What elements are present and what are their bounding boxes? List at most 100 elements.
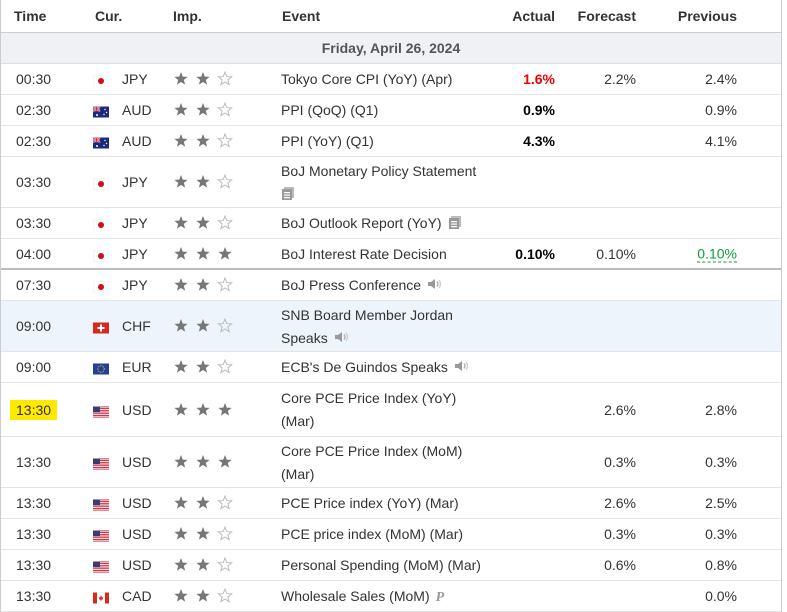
row-currency: CHF (122, 318, 151, 334)
row-time: 13:30 (16, 454, 52, 470)
header-event[interactable]: Event (282, 8, 321, 24)
row-time: 09:00 (16, 318, 52, 334)
event-link[interactable]: Core PCE Price Index (MoM) (Mar) (281, 440, 501, 486)
row-time: 02:30 (16, 102, 52, 118)
us-flag-icon (93, 498, 109, 511)
table-row[interactable]: 02:30 AUD PPI (YoY) (Q1) 4.3% 4.1% (1, 126, 781, 157)
event-title-line: PCE Price index (YoY) (Mar) (281, 495, 459, 511)
event-link[interactable]: Personal Spending (MoM) (Mar) (281, 554, 501, 577)
table-row[interactable]: 00:30 JPY Tokyo Core CPI (YoY) (Apr) 1.6% 2.… (1, 64, 781, 95)
row-previous-value: 0.8% (705, 557, 737, 573)
table-row[interactable]: 13:30 USD Core PCE Price Index (YoY) (Mar) 2… (1, 383, 781, 437)
row-actual-value: 0.9% (523, 102, 555, 118)
table-row[interactable]: 02:30 AUD PPI (QoQ) (Q1) 0.9% 0.9% (1, 95, 781, 126)
event-title-line: SNB Board Member Jordan (281, 307, 453, 323)
event-title-line: ECB's De Guindos Speaks (281, 359, 448, 375)
table-header: Time Cur. Imp. Event Actual Forecast Pre… (1, 0, 781, 33)
importance-stars-icon (172, 402, 236, 418)
table-row[interactable]: 03:30 JPY BoJ Outlook Report (YoY) (1, 208, 781, 239)
row-forecast-value: 0.10% (596, 245, 636, 262)
row-time: 03:30 (16, 174, 52, 190)
event-title-line: BoJ Press Conference (281, 277, 422, 293)
row-currency: USD (122, 526, 152, 542)
event-link[interactable]: Core PCE Price Index (YoY) (Mar) (281, 387, 501, 433)
event-link[interactable]: Wholesale Sales (MoM) P (281, 585, 501, 609)
row-currency: AUD (122, 133, 152, 149)
row-previous-value: 0.9% (705, 102, 737, 118)
row-forecast-value: 2.6% (604, 401, 636, 418)
event-link[interactable]: SNB Board Member Jordan Speaks (281, 304, 501, 351)
row-forecast-value: 0.3% (604, 454, 636, 470)
header-currency[interactable]: Cur. (95, 8, 123, 24)
table-row[interactable]: 03:30 JPY BoJ Monetary Policy Statement (1, 157, 781, 208)
table-row[interactable]: 09:00 EUR ECB's De Guindos Speaks (1, 352, 781, 383)
table-row[interactable]: 13:30 USD PCE price index (MoM) (Mar) 0.3% 0… (1, 519, 781, 550)
row-currency: EUR (122, 359, 152, 375)
importance-stars-icon (172, 494, 236, 511)
event-link[interactable]: BoJ Monetary Policy Statement (281, 160, 501, 207)
event-link[interactable]: PPI (QoQ) (Q1) (281, 99, 501, 122)
table-row[interactable]: 13:30 USD Personal Spending (MoM) (Mar) 0.6… (1, 550, 781, 581)
event-title-line: BoJ Interest Rate Decision (281, 246, 447, 262)
au-flag-icon (92, 105, 109, 118)
importance-stars-icon (172, 70, 236, 87)
row-previous-value: 0.3% (705, 454, 737, 470)
header-forecast[interactable]: Forecast (577, 8, 636, 24)
event-link[interactable]: BoJ Interest Rate Decision (281, 243, 501, 266)
header-time[interactable]: Time (14, 8, 47, 24)
event-link[interactable]: BoJ Press Conference (281, 274, 501, 298)
importance-stars-icon (172, 101, 236, 118)
document-icon (281, 184, 295, 207)
row-currency: USD (122, 495, 152, 511)
table-row[interactable]: 13:30 USD PCE Price index (YoY) (Mar) 2.6% 2… (1, 488, 781, 519)
event-link[interactable]: ECB's De Guindos Speaks (281, 356, 501, 380)
speaker-icon (454, 357, 470, 380)
row-currency: AUD (122, 102, 152, 118)
row-forecast-value: 0.6% (604, 557, 636, 573)
event-link[interactable]: PCE Price index (YoY) (Mar) (281, 492, 501, 515)
speaker-icon (427, 275, 443, 298)
row-previous-value: 0.10% (697, 245, 737, 262)
event-title-line: Core PCE Price Index (YoY) (281, 390, 457, 406)
jp-flag-icon (92, 218, 110, 231)
header-previous[interactable]: Previous (677, 8, 737, 24)
jp-flag-icon (92, 248, 110, 262)
event-link[interactable]: PCE price index (MoM) (Mar) (281, 523, 501, 546)
row-time: 07:30 (16, 277, 52, 293)
event-title-line: Core PCE Price Index (MoM) (281, 443, 463, 459)
row-time: 09:00 (16, 359, 52, 375)
row-previous-value: 2.5% (705, 495, 737, 511)
row-time: 13:30 (16, 588, 52, 604)
event-link[interactable]: BoJ Outlook Report (YoY) (281, 212, 501, 236)
table-row[interactable]: 13:30 CAD Wholesale Sales (MoM) P 0.0% (1, 581, 781, 612)
importance-stars-icon (172, 276, 236, 293)
row-currency: JPY (122, 277, 148, 293)
event-title-line: BoJ Monetary Policy Statement (281, 163, 477, 179)
event-link[interactable]: Tokyo Core CPI (YoY) (Apr) (281, 68, 501, 91)
event-title-line: Wholesale Sales (MoM) (281, 588, 430, 604)
event-title-line: (Mar) (281, 413, 315, 429)
table-row[interactable]: 04:00 JPY BoJ Interest Rate Decision 0.10% 0… (1, 239, 781, 270)
table-row[interactable]: 13:30 USD Core PCE Price Index (MoM) (Mar) 0… (1, 437, 781, 488)
row-previous-value: 4.1% (705, 133, 737, 149)
event-rows: 00:30 JPY Tokyo Core CPI (YoY) (Apr) 1.6% 2.… (1, 64, 781, 612)
row-actual-value: 4.3% (523, 133, 555, 149)
row-time: 03:30 (16, 215, 52, 231)
us-flag-icon (93, 404, 109, 417)
table-row[interactable]: 07:30 JPY BoJ Press Conference (1, 270, 781, 301)
row-time: 13:30 (10, 399, 58, 420)
row-actual-value: 1.6% (523, 71, 555, 87)
row-currency: CAD (122, 588, 152, 604)
jp-flag-icon (92, 74, 110, 87)
importance-stars-icon (172, 587, 236, 604)
speaker-icon (334, 328, 350, 351)
row-time: 00:30 (16, 71, 52, 87)
event-title-line: PPI (QoQ) (Q1) (281, 102, 379, 118)
event-link[interactable]: PPI (YoY) (Q1) (281, 130, 501, 153)
importance-stars-icon (172, 556, 236, 573)
header-actual[interactable]: Actual (512, 8, 555, 24)
table-row[interactable]: 09:00 CHF SNB Board Member Jordan Speaks (1, 301, 781, 352)
header-importance[interactable]: Imp. (173, 8, 202, 24)
row-currency: JPY (122, 215, 148, 231)
